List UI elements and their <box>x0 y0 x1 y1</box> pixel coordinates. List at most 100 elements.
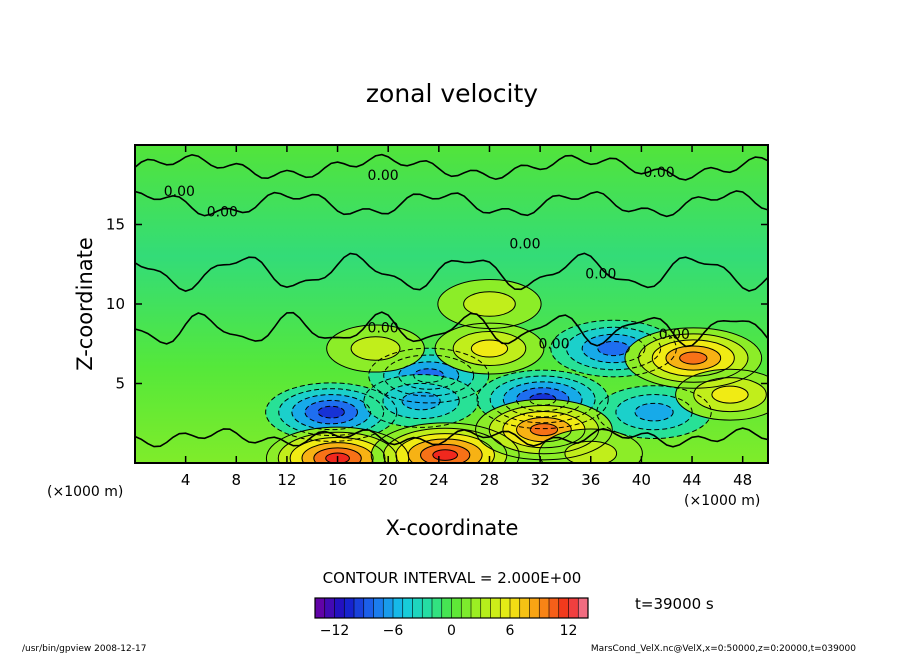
contour-ring <box>538 428 643 463</box>
contour-ring <box>432 449 458 461</box>
field-level <box>679 352 707 365</box>
contour-ring <box>597 340 630 357</box>
contour-ring <box>398 361 460 390</box>
x-axis-label: X-coordinate <box>386 516 519 540</box>
contour-label: 0.00 <box>368 321 399 337</box>
contour-ring <box>693 377 767 413</box>
contour-ring <box>368 347 490 404</box>
contour-ring <box>363 374 479 428</box>
contour-label: 0.00 <box>164 184 195 200</box>
colorbar-segment <box>471 598 482 618</box>
colorbar-segment <box>393 598 404 618</box>
contour-ring <box>413 368 445 383</box>
colorbar-segment <box>451 598 462 618</box>
contour-ring <box>289 436 386 463</box>
contour-ring <box>615 394 693 431</box>
x-unit-right: (×1000 m) <box>684 493 760 509</box>
field-level <box>318 406 345 418</box>
contour-ring <box>350 336 401 361</box>
contour-label: 0.00 <box>644 165 675 181</box>
contour-ring <box>452 331 527 366</box>
contour-ring <box>313 447 362 463</box>
field-feature <box>363 374 479 428</box>
colorbar-segment <box>500 598 511 618</box>
contour-ring <box>675 368 768 421</box>
contour-label: 0.00 <box>585 267 616 283</box>
contour-ring <box>624 327 763 389</box>
contour-ring <box>434 322 545 375</box>
contour-ring <box>665 345 722 371</box>
x-tick-label: 44 <box>682 471 701 489</box>
field-level <box>530 423 558 436</box>
colorbar-segment <box>324 598 335 618</box>
contour-ring <box>711 385 749 404</box>
zero-contour <box>135 311 768 348</box>
colorbar-segment <box>461 598 472 618</box>
colorbar-segment <box>354 598 365 618</box>
contour-ring <box>304 399 358 425</box>
contour-ring <box>401 391 441 411</box>
contour-ring <box>638 333 749 383</box>
contour-ring <box>489 375 596 424</box>
contour-ring <box>407 438 483 463</box>
colorbar-segment <box>334 598 345 618</box>
x-tick-label: 32 <box>531 471 550 489</box>
contour-ring <box>679 351 708 365</box>
colorbar: −12 −6 0 6 12 <box>314 597 589 639</box>
zero-contour <box>135 190 768 218</box>
colorbar-segment <box>578 598 589 618</box>
contour-label: 0.00 <box>509 236 540 252</box>
colorbar-segment <box>441 598 452 618</box>
contour-lines <box>135 153 768 463</box>
contour-ring <box>565 326 662 371</box>
x-unit-left: (×1000 m) <box>47 484 123 500</box>
contour-ring <box>463 291 516 317</box>
field-level <box>634 403 674 421</box>
x-tick-label: 16 <box>328 471 347 489</box>
colorbar-segment <box>549 598 560 618</box>
contour-ring <box>529 423 559 437</box>
time-label: t=39000 s <box>635 595 714 613</box>
contour-ring <box>291 394 372 431</box>
colorbar-segment <box>490 598 501 618</box>
colorbar-segment <box>510 598 521 618</box>
x-tick-label: 8 <box>232 471 242 489</box>
colorbar-segment <box>432 598 443 618</box>
field-feature <box>435 323 544 374</box>
y-axis-label: Z-coordinate <box>73 237 97 371</box>
colorbar-frame <box>314 597 589 619</box>
colorbar-tick-label: 6 <box>506 623 515 639</box>
contour-label: 0.00 <box>368 168 399 184</box>
y-tick-label: 5 <box>115 375 125 393</box>
field-level <box>402 392 441 410</box>
zero-contour <box>135 252 768 292</box>
colorbar-segment <box>529 598 540 618</box>
field-level <box>711 386 749 404</box>
contour-ring <box>325 452 350 463</box>
field-level <box>471 340 508 357</box>
zero-contour <box>135 153 768 181</box>
x-tick-label: 20 <box>379 471 398 489</box>
field-feature <box>437 279 542 329</box>
zero-contour <box>135 427 768 448</box>
colorbar-segment <box>315 598 326 618</box>
contour-ring <box>634 402 674 422</box>
colorbar-segment <box>363 598 374 618</box>
footer-left: /usr/bin/gpview 2008-12-17 <box>22 644 146 654</box>
contour-ring <box>370 422 520 463</box>
x-tick-label: 40 <box>632 471 651 489</box>
contour-ring <box>395 433 495 463</box>
colorbar-segment <box>558 598 569 618</box>
contour-ring <box>515 387 570 412</box>
contour-ring <box>278 388 385 437</box>
contour-ring <box>265 382 398 442</box>
colorbar-segment <box>373 598 384 618</box>
field-feature <box>675 369 768 421</box>
contour-ring <box>581 333 646 364</box>
footer-right: MarsCond_VelX.nc@VelX,x=0:50000,z=0:2000… <box>591 644 856 654</box>
colorbar-segment <box>422 598 433 618</box>
y-tick-label: 10 <box>106 295 125 313</box>
colorbar-tick-label: −12 <box>320 623 350 639</box>
contour-ring <box>475 398 613 461</box>
